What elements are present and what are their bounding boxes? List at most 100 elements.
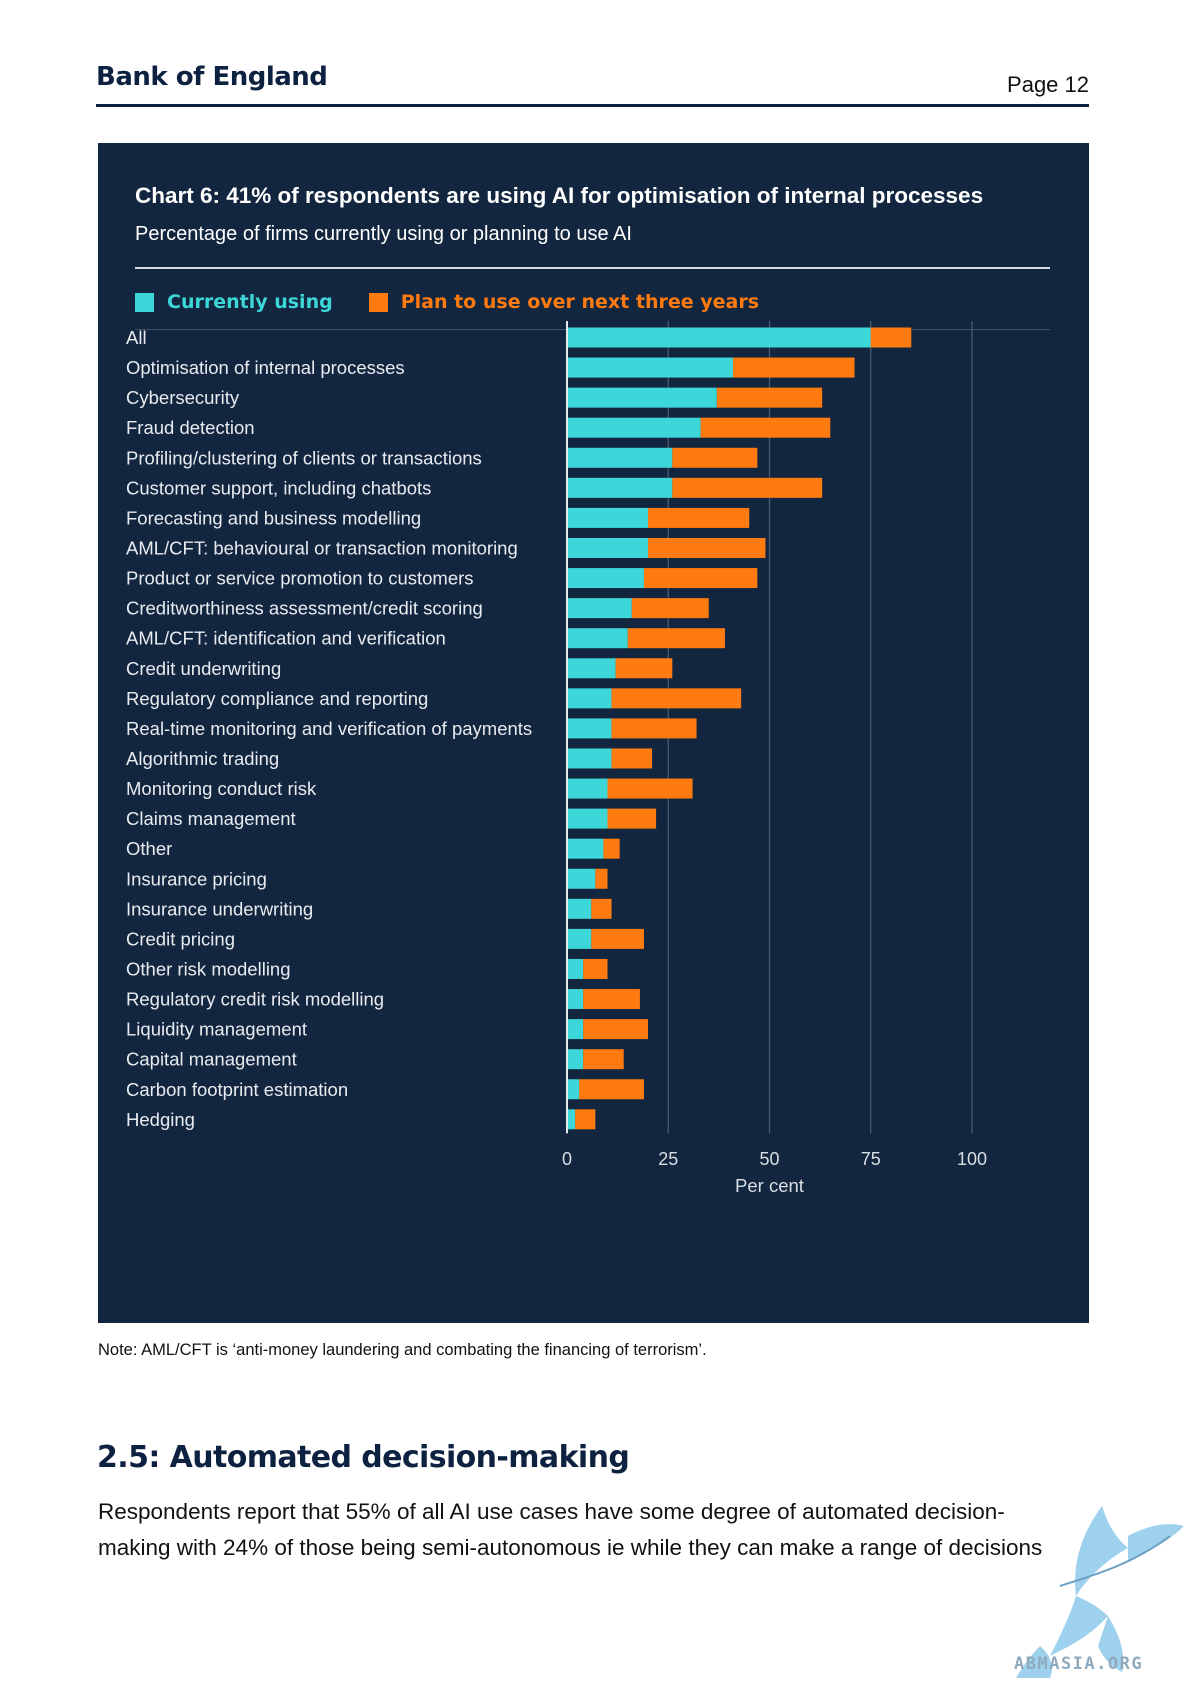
category-label: Regulatory credit risk modelling [126, 989, 384, 1010]
bar-segment [567, 838, 604, 859]
chart-title: Chart 6: 41% of respondents are using AI… [135, 183, 984, 208]
category-label: Liquidity management [126, 1019, 307, 1040]
bar-segment [567, 447, 673, 468]
bar-segment [611, 718, 697, 739]
category-label: AML/CFT: behavioural or transaction moni… [126, 537, 518, 558]
category-label: Capital management [126, 1049, 297, 1070]
legend-swatch-planned [368, 292, 388, 312]
category-label: AML/CFT: identification and verification [126, 628, 446, 649]
body-paragraph: Respondents report that 55% of all AI us… [98, 1494, 1098, 1566]
bar-segment [567, 778, 608, 799]
body-line-1: Respondents report that 55% of all AI us… [98, 1499, 1005, 1524]
category-label: Product or service promotion to customer… [126, 568, 474, 589]
legend-swatch-currently [135, 292, 154, 312]
bar-segment [607, 778, 693, 799]
bar-segment [567, 1109, 576, 1130]
category-label: Fraud detection [126, 417, 255, 438]
legend-item-planned: Plan to use over next three years [368, 291, 760, 313]
bar-segment [583, 958, 608, 979]
bar-segment [607, 808, 657, 829]
bar-segment [567, 928, 592, 949]
category-label: Algorithmic trading [126, 748, 279, 769]
bar-segment [615, 658, 673, 679]
category-label: Insurance underwriting [126, 898, 313, 919]
bar-segment [567, 898, 592, 919]
category-label: Forecasting and business modelling [126, 507, 421, 528]
bar-segment [567, 387, 717, 408]
bar-segment [611, 688, 742, 709]
bar-segment [579, 1079, 644, 1100]
bar-segment [643, 568, 758, 589]
bar-segment [567, 507, 648, 528]
category-label: Profiling/clustering of clients or trans… [126, 447, 482, 468]
bar-segment [603, 838, 620, 859]
bar-segment [567, 327, 871, 348]
category-label: Other [126, 838, 172, 859]
category-label: Carbon footprint estimation [126, 1079, 348, 1100]
x-tick-label: 100 [957, 1149, 987, 1169]
bar-segment [583, 989, 640, 1010]
bar-segment [567, 1079, 580, 1100]
bar-segment [567, 357, 734, 378]
category-label: All [126, 327, 147, 348]
category-label: Other risk modelling [126, 958, 291, 979]
bar-segment [733, 357, 855, 378]
bar-segment [567, 989, 584, 1010]
bar-segment [583, 1049, 624, 1070]
bar-segment [591, 928, 644, 949]
category-label: Credit pricing [126, 928, 235, 949]
bar-segment [567, 658, 616, 679]
x-tick-label: 75 [861, 1149, 881, 1169]
legend-item-currently: Currently using [135, 291, 333, 313]
title-divider [135, 267, 1050, 269]
bar-segment [567, 417, 701, 438]
bar-segment [567, 748, 612, 769]
bar-segment [700, 417, 831, 438]
brand-logo: Bank of England [96, 62, 328, 92]
category-label: Hedging [126, 1109, 195, 1130]
bar-chart: 0 25 50 75 100 All Optimisation of internal pr… [126, 321, 987, 1196]
bar-segment [672, 477, 823, 498]
bar-segment [567, 718, 612, 739]
bar-segment [611, 748, 653, 769]
category-label: Monitoring conduct risk [126, 778, 317, 799]
category-label: Insurance pricing [126, 868, 267, 889]
bar-segment [567, 808, 608, 829]
chart-note: Note: AML/CFT is ‘anti-money laundering … [98, 1341, 707, 1359]
category-label: Cybersecurity [126, 387, 240, 408]
section-heading: 2.5: Automated decision-making [97, 1440, 630, 1475]
bar-segment [631, 598, 709, 619]
bar-segment [567, 598, 632, 619]
page-number: Page 12 [1007, 72, 1089, 97]
bar-segment [583, 1019, 648, 1040]
bar-segment [716, 387, 823, 408]
bar-segment [627, 628, 725, 649]
x-tick-label: 0 [562, 1149, 572, 1169]
page-header: Bank of England Page 12 [96, 58, 1089, 107]
category-label: Regulatory compliance and reporting [126, 688, 428, 709]
bar-segment [567, 477, 673, 498]
category-label: Credit underwriting [126, 658, 281, 679]
bar-segment [567, 628, 628, 649]
category-label: Optimisation of internal processes [126, 357, 405, 378]
category-label: Claims management [126, 808, 296, 829]
bar-segment [567, 958, 584, 979]
category-label: Customer support, including chatbots [126, 477, 431, 498]
x-axis-label: Per cent [735, 1175, 804, 1196]
x-tick-label: 50 [759, 1149, 779, 1169]
bar-segment [567, 688, 612, 709]
chart-panel: Chart 6: 41% of respondents are using AI… [98, 143, 1089, 1323]
chart-legend: Currently using Plan to use over next th… [135, 288, 795, 316]
bar-segment [567, 1049, 584, 1070]
bar-segment [591, 898, 612, 919]
griffin-logo-icon [1016, 1506, 1184, 1678]
bar-segment [567, 1019, 584, 1040]
category-label: Creditworthiness assessment/credit scori… [126, 598, 483, 619]
bar-segment [672, 447, 758, 468]
bar-segment [870, 327, 912, 348]
bar-segment [595, 868, 608, 889]
legend-label-planned: Plan to use over next three years [400, 291, 760, 313]
bar-segment [567, 537, 648, 558]
chart-subtitle: Percentage of firms currently using or p… [135, 223, 632, 245]
bar-segment [567, 568, 644, 589]
